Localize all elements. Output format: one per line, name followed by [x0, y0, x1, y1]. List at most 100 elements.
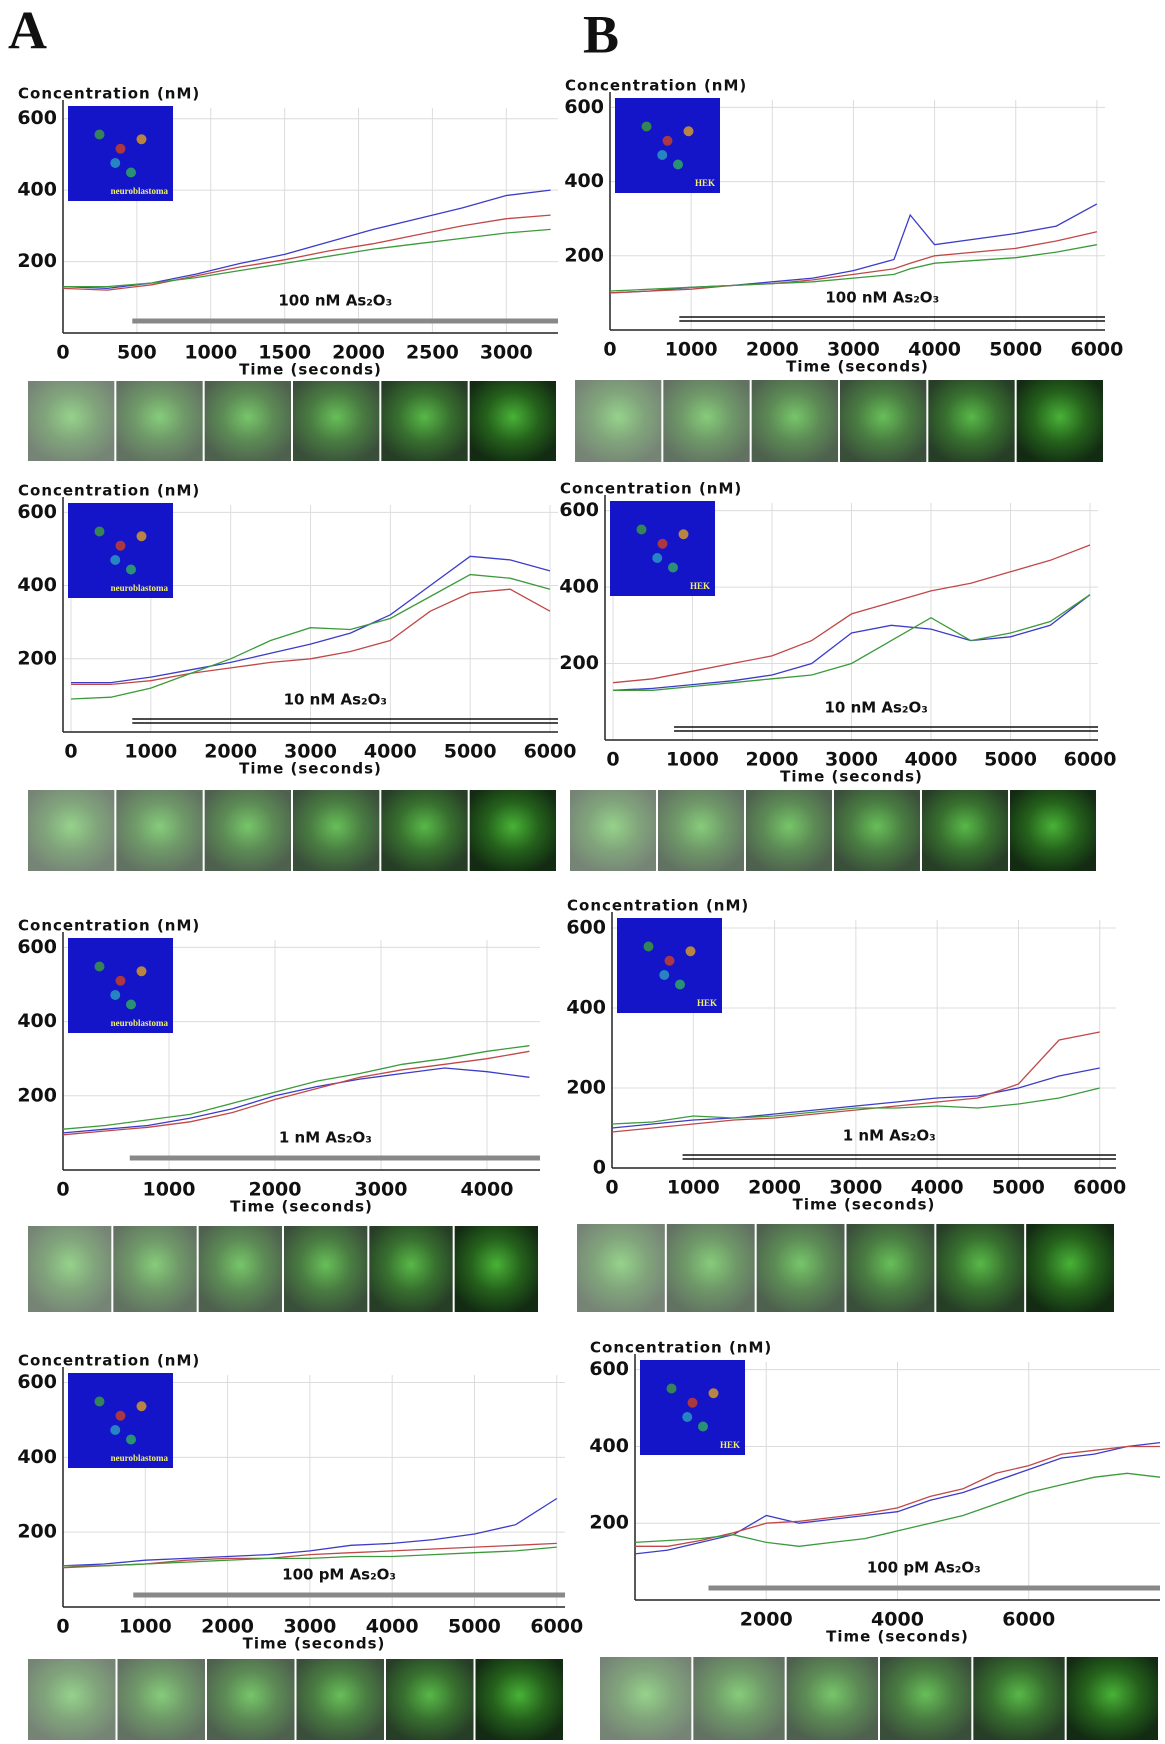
annotation: 10 nM As₂O₃ — [824, 699, 927, 717]
cell-thumbnail — [1010, 790, 1096, 871]
data-line — [609, 244, 1098, 292]
annotation: 10 nM As₂O₃ — [284, 691, 387, 709]
x-tick-label: 500 — [117, 342, 157, 364]
cell-thumbnail — [922, 790, 1008, 871]
x-tick-label: 5000 — [992, 1177, 1045, 1199]
inset-cell — [641, 121, 652, 132]
inset-label: HEK — [697, 998, 717, 1008]
x-tick-label: 6000 — [1070, 339, 1123, 361]
y-tick-label: 400 — [17, 179, 57, 201]
inset-cell — [682, 1412, 693, 1422]
cell-thumbnail — [1016, 380, 1103, 462]
cell-thumbnail — [1066, 1657, 1158, 1740]
data-line — [71, 588, 551, 686]
inset-cell — [110, 158, 121, 168]
cell-thumbnail — [840, 380, 927, 462]
inset-cell — [94, 1396, 105, 1407]
y-tick-label: 600 — [17, 936, 57, 958]
cell-thumbnail — [28, 790, 115, 871]
inset-cell — [94, 961, 105, 972]
inset-cell — [126, 167, 136, 178]
x-tick-label: 2000 — [740, 1609, 793, 1631]
inset-cell — [115, 1410, 126, 1421]
y-tick-label: 400 — [17, 1446, 57, 1468]
cell-thumbnail — [293, 381, 380, 461]
data-line — [611, 1067, 1100, 1129]
data-line — [71, 555, 551, 684]
x-axis-label: Time (seconds) — [786, 358, 929, 376]
cell-thumbnail — [786, 1657, 878, 1740]
inset-cell — [126, 1434, 136, 1445]
x-axis-label: Time (seconds) — [239, 760, 382, 778]
x-tick-label: 1500 — [258, 342, 311, 364]
cell-thumbnail — [454, 1226, 538, 1312]
x-axis-label: Time (seconds) — [243, 1635, 386, 1653]
x-tick-label: 3000 — [284, 741, 337, 763]
x-tick-label: 2000 — [249, 1179, 302, 1201]
cell-thumbnail — [116, 381, 203, 461]
annotation: 100 pM As₂O₃ — [282, 1566, 396, 1584]
cell-thumbnail — [469, 381, 556, 461]
x-tick-label: 3000 — [480, 342, 533, 364]
inset-label: neuroblastoma — [111, 583, 169, 593]
x-tick-label: 3000 — [827, 339, 880, 361]
annotation: 100 nM As₂O₃ — [278, 292, 392, 310]
y-tick-label: 200 — [589, 1512, 629, 1534]
y-tick-label: 600 — [564, 96, 604, 118]
x-tick-label: 1000 — [666, 749, 719, 771]
data-line — [62, 1050, 530, 1136]
x-tick-label: 3000 — [829, 1177, 882, 1199]
x-tick-label: 6000 — [1002, 1609, 1055, 1631]
inset-label: HEK — [690, 581, 710, 591]
cell-thumbnail — [936, 1224, 1025, 1312]
cell-thumbnail — [693, 1657, 785, 1740]
inset-cell — [687, 1397, 698, 1408]
x-tick-label: 0 — [56, 342, 69, 364]
inset-cell — [136, 966, 147, 977]
x-tick-label: 1000 — [184, 342, 237, 364]
cell-thumbnail — [296, 1659, 384, 1740]
y-axis-label: Concentration (nM) — [18, 1352, 200, 1370]
cell-thumbnail — [600, 1657, 692, 1740]
cell-thumbnail — [28, 1226, 112, 1312]
inset-label: neuroblastoma — [111, 1453, 169, 1463]
x-axis-label: Time (seconds) — [780, 768, 923, 786]
data-line — [70, 573, 551, 700]
y-tick-label: 400 — [559, 576, 599, 598]
data-line — [634, 1441, 1161, 1555]
x-tick-label: 4000 — [871, 1609, 924, 1631]
inset-cell — [666, 1383, 677, 1394]
x-tick-label: 5000 — [989, 339, 1042, 361]
x-tick-label: 2500 — [406, 342, 459, 364]
cell-thumbnail — [666, 1224, 755, 1312]
x-tick-label: 1000 — [124, 741, 177, 763]
x-tick-label: 2000 — [748, 1177, 801, 1199]
inset-cell — [643, 941, 654, 952]
cell-thumbnail — [386, 1659, 474, 1740]
x-axis-label: Time (seconds) — [239, 361, 382, 379]
x-tick-label: 2000 — [201, 1616, 254, 1638]
y-tick-label: 200 — [559, 652, 599, 674]
data-line — [62, 1067, 530, 1134]
inset-cell — [673, 159, 683, 170]
cell-thumbnail — [469, 790, 556, 871]
inset-cell — [94, 129, 105, 140]
y-axis-label: Concentration (nM) — [560, 480, 742, 498]
data-line — [611, 1087, 1100, 1125]
inset-cell — [115, 143, 126, 154]
x-axis-label: Time (seconds) — [230, 1198, 373, 1216]
inset-cell — [110, 990, 121, 1000]
y-tick-label: 600 — [559, 499, 599, 521]
x-tick-label: 3000 — [825, 749, 878, 771]
x-tick-label: 1000 — [667, 1177, 720, 1199]
inset-cell — [126, 999, 136, 1010]
x-tick-label: 4000 — [908, 339, 961, 361]
inset-cell — [115, 975, 126, 986]
cell-thumbnail — [846, 1224, 935, 1312]
y-axis-label: Concentration (nM) — [567, 897, 749, 915]
y-axis-label: Concentration (nM) — [590, 1339, 772, 1357]
x-tick-label: 5000 — [444, 741, 497, 763]
cell-thumbnail — [1026, 1224, 1114, 1312]
x-tick-label: 1000 — [665, 339, 718, 361]
y-tick-label: 600 — [17, 107, 57, 129]
